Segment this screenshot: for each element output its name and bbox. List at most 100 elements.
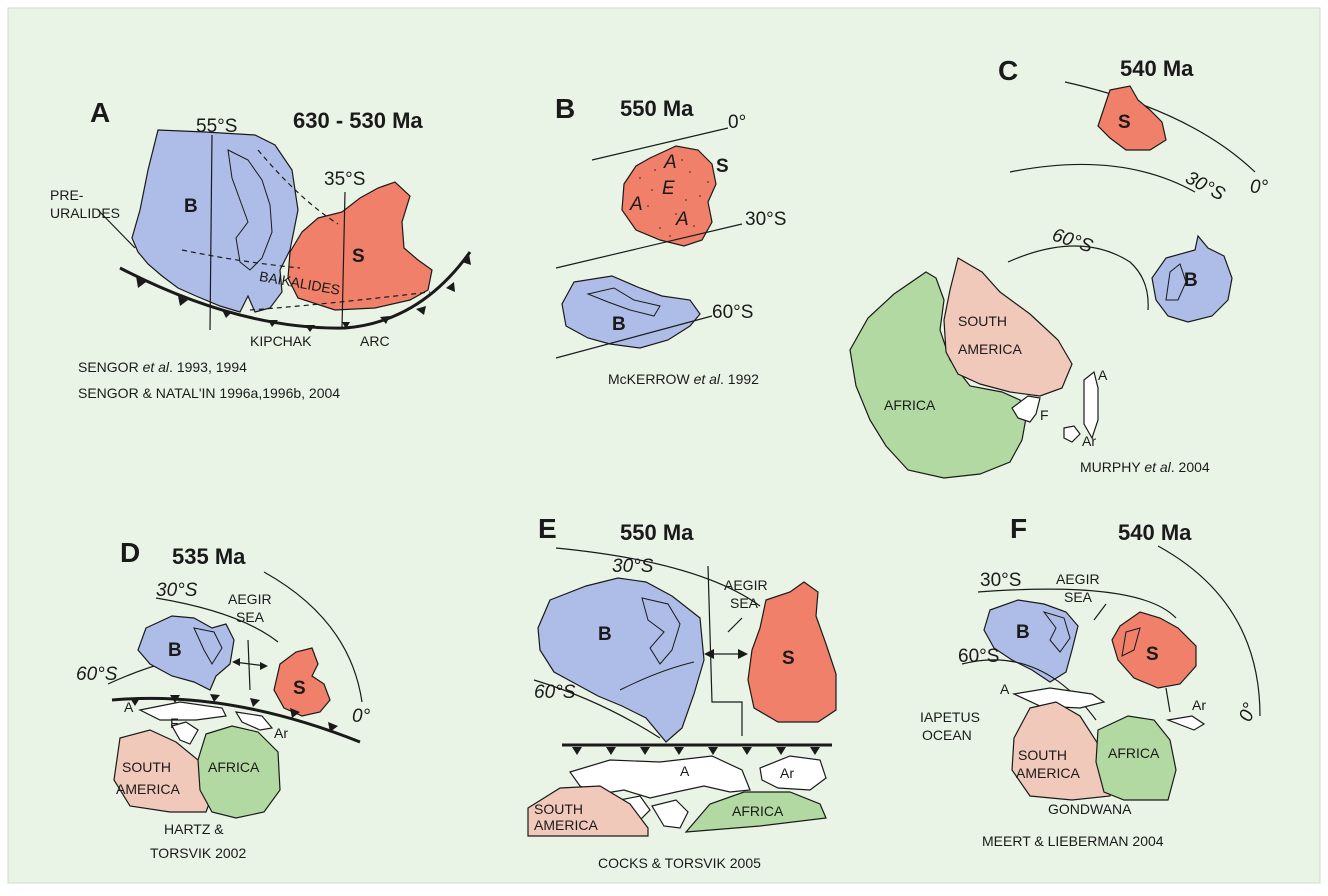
panel-d-baltica bbox=[137, 615, 235, 691]
panel-e-sea-pointer bbox=[727, 617, 743, 633]
panel-d-sea: SEA bbox=[236, 609, 265, 625]
panel-e-lat60-line bbox=[533, 679, 661, 739]
panel-a-kipchak: KIPCHAK bbox=[250, 333, 312, 349]
panel-b-lat60: 60°S bbox=[712, 302, 753, 323]
panel-c-age: 540 Ma bbox=[1120, 56, 1194, 81]
panel-e: E 550 Ma 30°S B 60°S AEGIR SEA S bbox=[527, 513, 837, 871]
panel-c-ar: Ar bbox=[1082, 433, 1096, 449]
panel-f-sea: SEA bbox=[1064, 589, 1093, 605]
panel-a-kipchak-arc bbox=[119, 251, 472, 330]
panel-c-siberia bbox=[1097, 85, 1167, 151]
panel-d-block-a bbox=[138, 701, 227, 721]
panel-b-lat0: 0° bbox=[728, 112, 746, 133]
panel-f-lat60: 60°S bbox=[958, 646, 999, 667]
panel-c: C 540 Ma 0° S 30°S 60°S B SOUTH AMERICA … bbox=[849, 55, 1269, 479]
panel-d-block-f bbox=[171, 721, 199, 745]
panel-d-citation-1: HARTZ & bbox=[164, 821, 224, 837]
panel-e-siberia bbox=[747, 581, 837, 723]
panel-b-lat60-line bbox=[555, 315, 713, 359]
panel-d-africa bbox=[197, 725, 281, 819]
panel-d: D 535 Ma 30°S 0° 60°S AEGIR SEA B S bbox=[76, 537, 371, 861]
panel-a-citation-1: SENGOR et al. 1993, 1994 bbox=[78, 359, 247, 375]
panel-f-citation: MEERT & LIEBERMAN 2004 bbox=[982, 833, 1164, 849]
panel-f-iapetus: IAPETUS bbox=[920, 709, 980, 725]
panel-b-baltica-inner bbox=[586, 287, 661, 317]
panel-d-subduction-teeth bbox=[130, 694, 338, 732]
panel-d-block-ar bbox=[234, 711, 274, 731]
panel-c-africa bbox=[849, 271, 1027, 479]
panel-c-lat0-line bbox=[1064, 81, 1256, 173]
panel-a-citation-2: SENGOR & NATAL'IN 1996a,1996b, 2004 bbox=[78, 385, 340, 401]
panel-c-block-b: B bbox=[1184, 270, 1198, 291]
panel-e-lat30: 30°S bbox=[612, 556, 654, 577]
panel-c-america: AMERICA bbox=[958, 341, 1022, 357]
panel-a-siberia bbox=[287, 181, 433, 311]
panel-f-south: SOUTH bbox=[1018, 747, 1067, 763]
panel-e-ar: Ar bbox=[780, 765, 794, 781]
panel-e-a: A bbox=[680, 763, 690, 779]
panel-f-south-america bbox=[1011, 701, 1113, 801]
panel-e-label: E bbox=[538, 513, 557, 544]
panel-e-boundary bbox=[707, 565, 743, 736]
panel-d-lat30: 30°S bbox=[156, 580, 198, 601]
panel-e-lat60: 60°S bbox=[534, 682, 576, 703]
panel-a-lat55: 55°S bbox=[196, 116, 237, 137]
panel-a-lat35: 35°S bbox=[324, 169, 365, 190]
panel-b-citation: McKERROW et al. 1992 bbox=[608, 371, 759, 387]
panel-c-lat30-line bbox=[1009, 163, 1196, 193]
panel-d-block-b: B bbox=[168, 640, 182, 661]
panel-b-label: B bbox=[555, 93, 575, 124]
panel-e-age: 550 Ma bbox=[620, 520, 694, 545]
panel-b-lat0-line bbox=[591, 127, 729, 161]
panel-d-arrow-v bbox=[247, 639, 251, 691]
panel-c-block-s: S bbox=[1118, 112, 1131, 133]
panel-d-subduction bbox=[111, 696, 361, 744]
panel-f-siberia bbox=[1111, 611, 1197, 689]
panel-d-arrowhead-right bbox=[260, 662, 268, 670]
panel-f-baltica bbox=[983, 599, 1079, 683]
panel-b-baltica bbox=[561, 275, 701, 349]
panel-f-lat30-line bbox=[977, 588, 1177, 619]
panel-c-block-ar bbox=[1063, 425, 1081, 443]
panel-e-subduction-teeth bbox=[572, 747, 820, 755]
panel-a-baltica-inner bbox=[227, 149, 273, 271]
panel-c-block-a bbox=[1083, 370, 1099, 440]
panel-c-a: A bbox=[1098, 367, 1108, 383]
panel-d-citation-2: TORSVIK 2002 bbox=[150, 845, 246, 861]
panel-b-aea-bottom: A bbox=[675, 209, 689, 230]
panel-d-f: F bbox=[170, 715, 179, 731]
panel-d-baltica-inner bbox=[193, 627, 223, 665]
panel-e-south: SOUTH bbox=[534, 801, 583, 817]
panel-d-label: D bbox=[120, 537, 140, 568]
panel-c-label: C bbox=[998, 55, 1018, 86]
panel-e-sea: SEA bbox=[730, 595, 759, 611]
panel-b-block-s: S bbox=[716, 156, 729, 177]
panel-b: B 550 Ma 0° A A E A S 30°S 60°S B McKERR… bbox=[555, 93, 786, 387]
panel-e-baltica-inner-2 bbox=[619, 661, 695, 691]
panel-e-block-s: S bbox=[782, 648, 795, 669]
panel-e-south-america bbox=[527, 785, 649, 837]
panel-c-south: SOUTH bbox=[958, 313, 1007, 329]
panel-a: A 630 - 530 Ma 55°S 35°S PRE- bbox=[50, 97, 472, 401]
panel-e-arrowhead-right bbox=[738, 649, 748, 659]
panel-b-lat30-line bbox=[555, 223, 743, 269]
panel-b-age: 550 Ma bbox=[620, 96, 694, 121]
panel-a-label: A bbox=[90, 97, 110, 128]
panel-d-age: 535 Ma bbox=[172, 544, 246, 569]
panel-b-siberia bbox=[621, 145, 717, 247]
panel-e-block-f-2 bbox=[651, 799, 689, 829]
panel-e-block-ar bbox=[759, 755, 827, 791]
panel-e-arrowhead-left bbox=[704, 649, 714, 659]
panel-c-south-america bbox=[943, 257, 1073, 397]
panel-f-siberia-inner bbox=[1121, 627, 1141, 657]
panel-e-lat30-line bbox=[555, 547, 761, 607]
panel-e-block-b: B bbox=[598, 624, 612, 645]
panel-f-africa bbox=[1095, 715, 1177, 801]
panel-e-america: AMERICA bbox=[534, 817, 598, 833]
panel-f-block-ar bbox=[1165, 715, 1206, 731]
panel-f-lat0-line bbox=[1157, 545, 1261, 717]
panel-f-a: A bbox=[1000, 681, 1010, 697]
panel-f: F 540 Ma 0° 30°S AEGIR SEA B 60°S S A Ar… bbox=[920, 513, 1261, 849]
